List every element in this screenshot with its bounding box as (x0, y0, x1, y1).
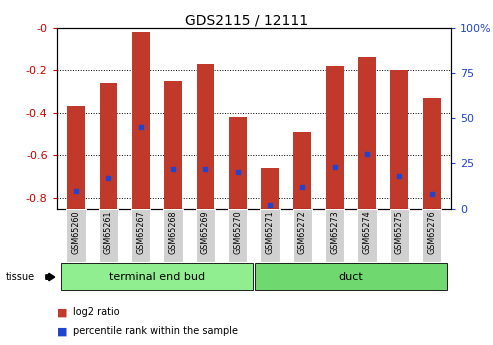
Text: duct: duct (339, 272, 363, 282)
Text: terminal end bud: terminal end bud (109, 272, 205, 282)
Bar (229, 117, 246, 209)
FancyBboxPatch shape (325, 209, 345, 262)
Text: GSM65261: GSM65261 (104, 210, 113, 254)
Text: ■: ■ (57, 326, 67, 336)
Bar (100, 83, 117, 209)
Text: ■: ■ (57, 307, 67, 317)
FancyBboxPatch shape (254, 263, 447, 290)
Bar (67, 107, 85, 209)
Bar (197, 64, 214, 209)
Bar (358, 57, 376, 209)
FancyBboxPatch shape (293, 209, 312, 262)
Text: GSM65273: GSM65273 (330, 210, 339, 254)
Text: GSM65272: GSM65272 (298, 210, 307, 254)
Bar (132, 32, 150, 209)
Bar (326, 66, 344, 209)
FancyBboxPatch shape (196, 209, 215, 262)
Text: GSM65276: GSM65276 (427, 210, 436, 254)
FancyBboxPatch shape (260, 209, 280, 262)
FancyBboxPatch shape (422, 209, 441, 262)
Bar (423, 98, 441, 209)
FancyBboxPatch shape (131, 209, 150, 262)
Text: GSM65274: GSM65274 (362, 210, 372, 254)
Text: GSM65271: GSM65271 (266, 210, 275, 254)
Text: GSM65267: GSM65267 (136, 210, 145, 254)
Text: percentile rank within the sample: percentile rank within the sample (73, 326, 238, 336)
Text: GSM65270: GSM65270 (233, 210, 242, 254)
Text: GSM65275: GSM65275 (395, 210, 404, 254)
Bar (261, 168, 279, 209)
Text: GDS2115 / 12111: GDS2115 / 12111 (185, 14, 308, 28)
Bar (293, 132, 311, 209)
FancyBboxPatch shape (163, 209, 183, 262)
Text: GSM65269: GSM65269 (201, 210, 210, 254)
Text: log2 ratio: log2 ratio (73, 307, 120, 317)
FancyBboxPatch shape (99, 209, 118, 262)
Text: GSM65268: GSM65268 (169, 210, 177, 254)
FancyBboxPatch shape (61, 263, 253, 290)
Bar (164, 81, 182, 209)
Text: tissue: tissue (6, 272, 35, 282)
FancyBboxPatch shape (357, 209, 377, 262)
FancyBboxPatch shape (67, 209, 86, 262)
Bar (390, 70, 408, 209)
FancyBboxPatch shape (228, 209, 247, 262)
Text: GSM65260: GSM65260 (71, 210, 80, 254)
FancyBboxPatch shape (389, 209, 409, 262)
